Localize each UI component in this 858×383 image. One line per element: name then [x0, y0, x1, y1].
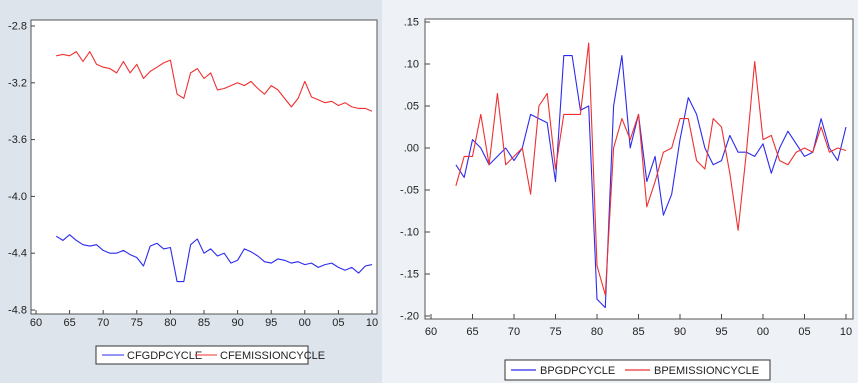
- right-y-tick-label: -.15: [400, 269, 419, 281]
- right-y-tick-label: .05: [404, 101, 419, 113]
- left-y-tick-label: -4.4: [8, 248, 27, 260]
- legend-label-cfemissioncycle: CFEMISSIONCYCLE: [220, 350, 325, 362]
- left-series-lines: [55, 51, 373, 283]
- right-y-tick-label: -.05: [400, 185, 419, 197]
- right-y-tick-label: .15: [404, 17, 419, 29]
- right-plot-area: [424, 18, 854, 320]
- right-x-tick-label: 00: [757, 326, 769, 338]
- left-x-tick-label: 00: [299, 317, 311, 329]
- right-x-tick-label: 95: [715, 326, 727, 338]
- right-x-tick-label: 10: [840, 326, 852, 338]
- right-x-axis-ticks: 60 65 70 75 80 85 90 95 00 05 10: [425, 314, 852, 338]
- right-x-tick-label: 05: [798, 326, 810, 338]
- right-chart-panel: -.20 -.15 -.10 -.05 .00 .05 .10 .15 60 65 70 75 80 8…: [382, 0, 858, 383]
- left-y-tick-label: -4.0: [8, 191, 27, 203]
- right-y-axis-ticks: -.20 -.15 -.10 -.05 .00 .05 .10 .15: [400, 17, 430, 323]
- left-x-tick-label: 60: [30, 317, 42, 329]
- left-x-tick-label: 80: [164, 317, 176, 329]
- right-y-tick-label: -.20: [400, 311, 419, 323]
- right-y-tick-label: .00: [404, 143, 419, 155]
- left-x-tick-label: 95: [265, 317, 277, 329]
- right-x-tick-label: 80: [591, 326, 603, 338]
- legend-label-bpgdpcycle: BPGDPCYCLE: [540, 365, 615, 377]
- series-line-bpemissioncycle: [455, 42, 847, 296]
- left-chart-panel: -4.8 -4.4 -4.0 -3.6 -3.2 -2.8 60 65 70 75 80 85 90 9…: [0, 0, 382, 383]
- left-x-axis-ticks: 60 65 70 75 80 85 90 95 00 05 10: [30, 310, 378, 329]
- right-y-tick-label: -.10: [400, 227, 419, 239]
- left-legend: CFGDPCYCLE CFEMISSIONCYCLE: [95, 345, 325, 365]
- left-x-tick-label: 10: [366, 317, 378, 329]
- left-y-axis-ticks: -4.8 -4.4 -4.0 -3.6 -3.2 -2.8: [8, 21, 35, 317]
- series-line-cfgdpcycle: [55, 234, 373, 283]
- left-x-tick-label: 75: [131, 317, 143, 329]
- right-x-tick-label: 75: [549, 326, 561, 338]
- right-x-tick-label: 60: [425, 326, 437, 338]
- right-x-tick-label: 65: [466, 326, 478, 338]
- right-x-tick-label: 85: [632, 326, 644, 338]
- left-y-tick-label: -4.8: [8, 305, 27, 317]
- left-x-tick-label: 05: [332, 317, 344, 329]
- left-y-tick-label: -2.8: [8, 21, 27, 33]
- right-y-tick-label: .10: [404, 59, 419, 71]
- left-x-tick-label: 85: [198, 317, 210, 329]
- left-plot-area: [30, 19, 378, 315]
- legend-label-cfgdpcycle: CFGDPCYCLE: [127, 350, 202, 362]
- series-line-cfemissioncycle: [56, 51, 373, 112]
- left-y-tick-label: -3.6: [8, 134, 27, 146]
- left-y-tick-label: -3.2: [8, 77, 27, 89]
- right-x-tick-label: 90: [674, 326, 686, 338]
- left-x-tick-label: 70: [97, 317, 109, 329]
- legend-label-bpemissioncycle: BPEMISSIONCYCLE: [654, 365, 759, 377]
- right-legend: BPGDPCYCLE BPEMISSIONCYCLE: [504, 359, 771, 381]
- right-series-lines: [455, 42, 847, 309]
- left-x-tick-label: 65: [63, 317, 75, 329]
- left-x-tick-label: 90: [231, 317, 243, 329]
- right-x-tick-label: 70: [508, 326, 520, 338]
